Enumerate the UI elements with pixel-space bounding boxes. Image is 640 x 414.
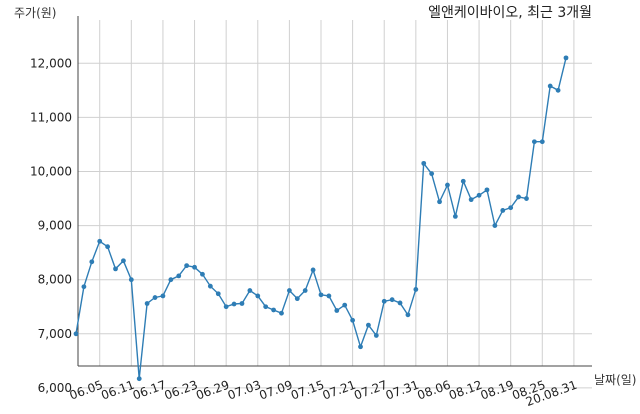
data-point [342,302,348,308]
data-point [271,307,276,313]
data-point [207,283,213,289]
data-point [247,288,253,293]
data-point [255,293,261,299]
y-tick-label: 7,000 [38,327,72,341]
data-point [113,266,118,272]
y-tick-label: 6,000 [38,381,72,395]
data-point [239,301,245,306]
data-point [445,182,450,188]
tick-labels: 6,0007,0008,0009,00010,00011,00012,00006… [30,56,579,409]
chart-title: 엘앤케이바이오, 최근 3개월 [428,5,592,21]
data-point [326,293,332,299]
data-point [136,376,142,382]
data-point [286,288,292,293]
data-point [468,197,474,203]
data-point [531,139,537,145]
data-point [144,301,150,306]
data-point [547,83,553,89]
data-point [389,297,395,303]
data-point [334,308,340,313]
data-point [563,55,569,61]
price-series [73,55,569,382]
data-point [152,295,158,300]
data-point [318,292,324,298]
y-tick-label: 11,000 [30,110,72,124]
data-point [508,205,514,211]
data-point [200,271,205,277]
data-point [263,304,269,310]
data-point [81,284,87,290]
data-point [421,160,427,166]
axes [77,16,592,367]
y-tick-label: 12,000 [30,56,72,70]
data-point [476,192,482,198]
grid-lines [78,20,592,389]
data-point [381,298,387,304]
data-point [366,322,371,328]
data-point [350,317,356,323]
data-point [397,300,403,306]
data-point [105,244,111,250]
data-point [302,288,308,293]
data-point [89,259,95,265]
x-axis-title: 날짜(일) [594,373,636,387]
data-point [294,296,300,302]
data-point [373,333,379,338]
data-point [405,312,411,318]
data-point [413,287,419,292]
data-point [358,344,363,350]
data-point [215,291,221,297]
data-point [184,263,190,269]
y-tick-label: 8,000 [38,273,72,287]
data-point [539,139,545,145]
data-point [437,199,442,205]
data-point [484,187,490,193]
data-point [452,213,458,219]
data-point [500,208,506,213]
data-point [128,277,134,283]
data-point [160,293,166,299]
data-point [279,310,284,316]
data-point [492,223,498,228]
data-point [73,331,79,337]
data-point [168,277,174,283]
data-point [429,171,435,177]
data-point [516,194,521,200]
data-point [121,258,126,264]
data-point [231,301,237,307]
data-point [460,178,466,184]
data-point [310,267,316,273]
data-point [97,238,103,244]
data-point [192,264,197,270]
y-axis-title: 주가(원) [14,6,56,20]
data-point [223,304,229,310]
data-point [524,196,529,201]
y-tick-label: 10,000 [30,164,72,178]
data-point [555,87,561,93]
y-tick-label: 9,000 [38,219,72,233]
data-point [176,273,182,279]
